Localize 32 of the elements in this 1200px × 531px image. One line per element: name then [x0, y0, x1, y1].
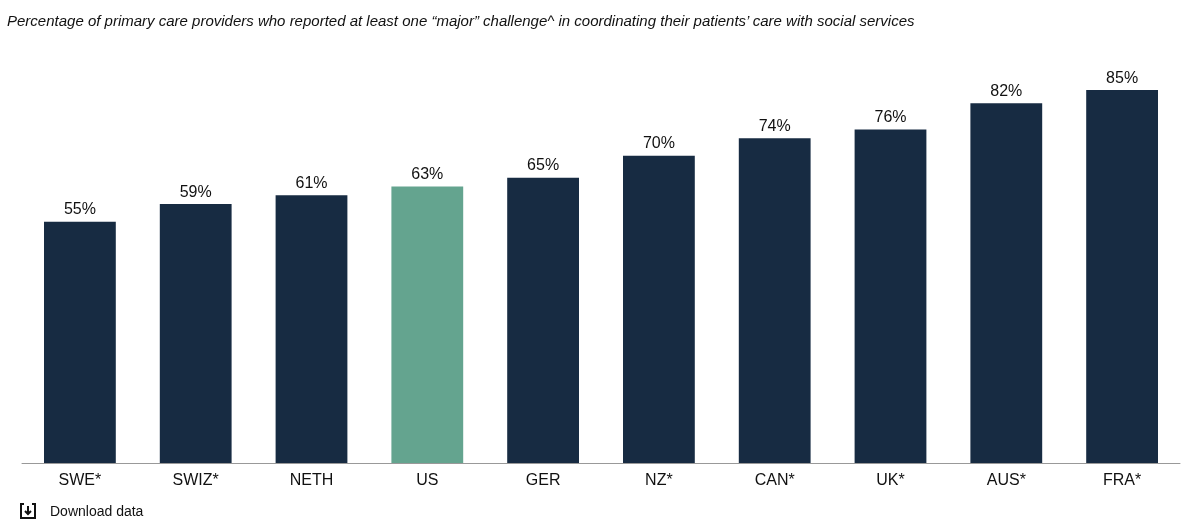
bar — [738, 138, 811, 463]
data-label: 76% — [874, 107, 907, 125]
x-tick-label: GER — [525, 470, 561, 488]
x-tick-label: AUS* — [986, 470, 1026, 488]
data-label: 74% — [758, 116, 791, 134]
bar — [275, 195, 348, 463]
data-label: 65% — [527, 156, 560, 174]
x-tick-label: US — [416, 470, 439, 488]
bar — [854, 129, 927, 463]
bar — [623, 155, 695, 463]
text: Download data — [50, 503, 144, 519]
data-label: 55% — [63, 200, 96, 218]
bar — [507, 177, 579, 463]
data-label: 85% — [1106, 68, 1139, 86]
x-tick-label: SWE* — [58, 470, 102, 488]
x-tick-label: FRA* — [1102, 470, 1142, 488]
x-tick-label: UK* — [876, 470, 905, 488]
chart-title: Percentage of primary care providers who reported at least one “major” challenge^ in coordinating their patients’ care with social services — [7, 12, 915, 29]
data-label: 82% — [990, 81, 1023, 99]
bar — [44, 221, 116, 463]
data-label: 63% — [411, 165, 444, 183]
bar — [1086, 90, 1158, 463]
data-label: 59% — [179, 182, 212, 200]
bar — [391, 186, 464, 463]
x-tick-label: NZ* — [645, 470, 673, 488]
x-tick-label: CAN* — [754, 470, 795, 488]
bar — [159, 204, 232, 463]
x-tick-label: NETH — [289, 470, 334, 488]
data-label: 70% — [642, 134, 675, 152]
data-label: 61% — [295, 173, 328, 191]
x-tick-label: SWIZ* — [172, 470, 219, 488]
bar — [970, 103, 1043, 463]
